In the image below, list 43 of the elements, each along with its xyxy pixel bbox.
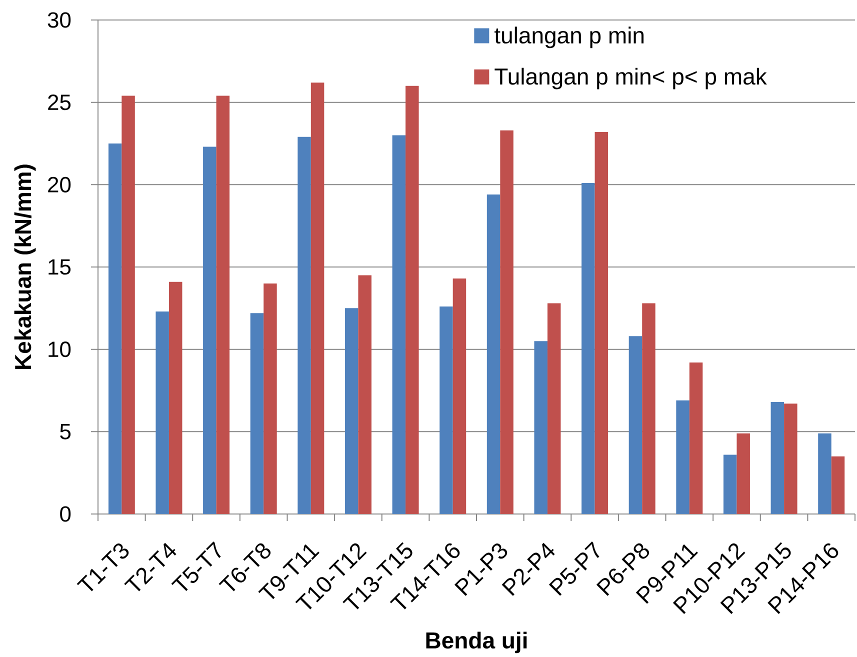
bar — [250, 313, 264, 514]
bar — [156, 311, 169, 514]
bar — [594, 132, 608, 514]
bar — [358, 275, 372, 514]
bar — [831, 456, 845, 514]
bar — [547, 303, 561, 514]
bar — [310, 82, 324, 514]
bar — [344, 308, 358, 514]
bar — [676, 400, 690, 514]
y-tick-label: 0 — [60, 506, 71, 522]
bar — [582, 183, 595, 514]
bar — [770, 402, 784, 514]
y-tick-label: 20 — [48, 176, 71, 192]
bar — [216, 96, 230, 514]
bar — [122, 96, 135, 514]
bar — [406, 86, 419, 514]
bar — [264, 283, 277, 514]
bar — [452, 278, 466, 514]
y-tick-label: 5 — [60, 424, 71, 440]
bar — [440, 306, 453, 514]
y-axis-title: Kekakuan (kN/mm) — [14, 164, 36, 369]
bar — [392, 135, 406, 514]
bar — [298, 136, 311, 514]
y-tick-label: 15 — [48, 259, 71, 275]
bar — [486, 194, 500, 514]
bar — [500, 130, 514, 514]
bar — [689, 362, 703, 514]
bar — [168, 282, 182, 514]
bar — [534, 341, 548, 514]
bar — [203, 146, 216, 514]
bar — [784, 404, 798, 514]
y-tick-label: 10 — [48, 342, 71, 358]
bar — [818, 433, 832, 514]
bar — [736, 433, 750, 514]
y-tick-label: 30 — [48, 12, 71, 28]
legend-label: tulangan p min — [494, 26, 644, 48]
bar — [642, 303, 656, 514]
bar — [628, 336, 642, 514]
bar — [108, 144, 122, 514]
x-axis-title: Benda uji — [426, 632, 527, 654]
legend-label: Tulangan p min< p< p mak — [494, 68, 767, 90]
y-tick-label: 25 — [48, 94, 71, 110]
bar — [723, 454, 737, 514]
